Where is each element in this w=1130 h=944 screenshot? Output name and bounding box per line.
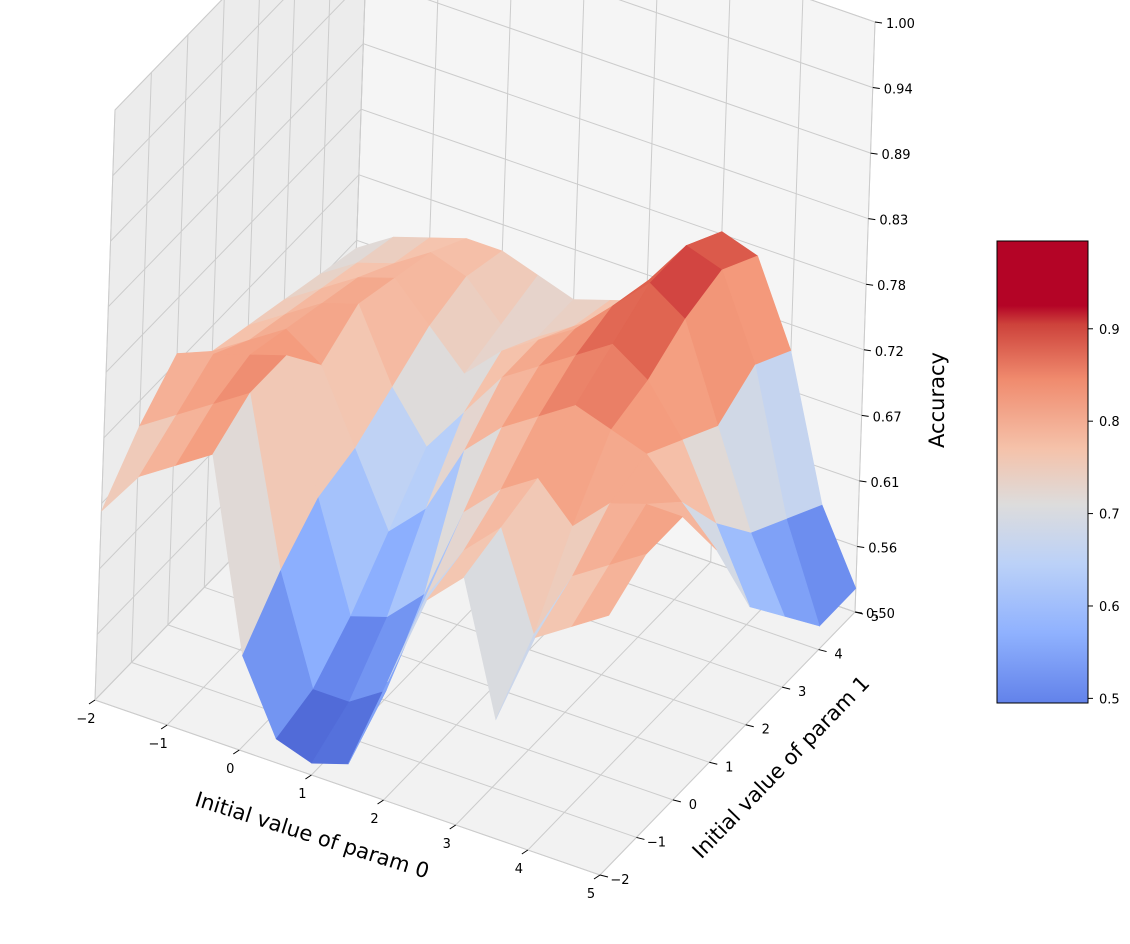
- z-axis-label: Accuracy: [925, 352, 949, 448]
- x-tick-label: 5: [587, 887, 595, 902]
- colorbar-tick-label: 0.9: [1099, 323, 1120, 338]
- z-tick-label: 1.00: [886, 17, 915, 32]
- x-tick-mark: [88, 699, 96, 705]
- z-tick-mark: [874, 21, 883, 24]
- x-tick-mark: [449, 824, 456, 830]
- y-tick-label: −1: [647, 835, 666, 850]
- colorbar-tick-label: 0.8: [1099, 415, 1120, 430]
- z-tick-label: 0.78: [877, 279, 906, 294]
- z-tick-mark: [857, 545, 865, 548]
- z-tick-mark: [866, 283, 874, 286]
- colorbar-gradient: [996, 240, 1089, 704]
- y-tick-label: 3: [798, 685, 806, 700]
- colorbar-tick-label: 0.5: [1099, 692, 1120, 707]
- y-tick-mark: [599, 874, 609, 878]
- z-tick-label: 0.94: [884, 83, 913, 98]
- y-tick-mark: [818, 649, 827, 653]
- z-gridline: [107, 43, 869, 308]
- z-tick-mark: [859, 480, 867, 483]
- x-tick-label: 0: [226, 762, 234, 777]
- x-tick-label: 1: [298, 787, 306, 802]
- accuracy-surface: [101, 231, 857, 765]
- z-tick-label: 0.56: [868, 541, 897, 556]
- colorbar: 0.5 0.6 0.7 0.8 0.9: [996, 240, 1120, 707]
- z-tick-mark: [870, 152, 878, 155]
- x-tick-mark: [521, 849, 529, 855]
- colorbar-ticks: 0.5 0.6 0.7 0.8 0.9: [1088, 323, 1120, 707]
- x-tick-label: 4: [515, 862, 523, 877]
- x-tick-mark: [305, 774, 312, 780]
- x-tick-mark: [593, 874, 601, 880]
- axes-ticks: −2−1012345−2−10123450.500.560.610.670.72…: [76, 17, 915, 902]
- z-tick-mark: [861, 414, 869, 417]
- z-tick-mark: [868, 218, 876, 221]
- z-tick-label: 0.50: [866, 607, 895, 622]
- y-tick-label: −2: [610, 873, 629, 888]
- z-tick-label: 0.89: [882, 148, 911, 163]
- y-tick-label: 1: [725, 760, 733, 775]
- x-tick-label: −2: [76, 712, 95, 727]
- z-tick-label: 0.72: [875, 345, 904, 360]
- z-tick-mark: [872, 87, 880, 90]
- x-tick-mark: [160, 724, 168, 730]
- y-tick-mark: [636, 836, 645, 840]
- colorbar-tick-label: 0.7: [1099, 508, 1120, 523]
- z-gridline: [112, 0, 873, 176]
- x-tick-label: 2: [370, 812, 378, 827]
- z-tick-mark: [863, 349, 871, 352]
- z-gridline: [105, 108, 867, 373]
- x-tick-label: 3: [443, 837, 451, 852]
- z-tick-label: 0.67: [873, 410, 902, 425]
- y-tick-label: 4: [834, 648, 842, 663]
- x-tick-mark: [377, 799, 384, 805]
- y-tick-label: 2: [762, 723, 770, 738]
- z-tick-label: 0.83: [879, 214, 908, 229]
- y-tick-label: 0: [689, 798, 697, 813]
- y-tick-label: 5: [871, 610, 879, 625]
- y-tick-mark: [672, 799, 681, 803]
- y-tick-mark: [745, 724, 754, 728]
- z-tick-mark: [854, 611, 863, 614]
- z-tick-label: 0.61: [870, 476, 899, 491]
- colorbar-tick-label: 0.6: [1099, 600, 1120, 615]
- z-gridline: [114, 0, 876, 111]
- surface-patch: [571, 553, 647, 628]
- x-tick-mark: [233, 749, 240, 755]
- x-tick-label: −1: [149, 737, 168, 752]
- y-tick-mark: [782, 686, 791, 690]
- z-gridline: [110, 0, 871, 242]
- y-tick-mark: [709, 761, 718, 765]
